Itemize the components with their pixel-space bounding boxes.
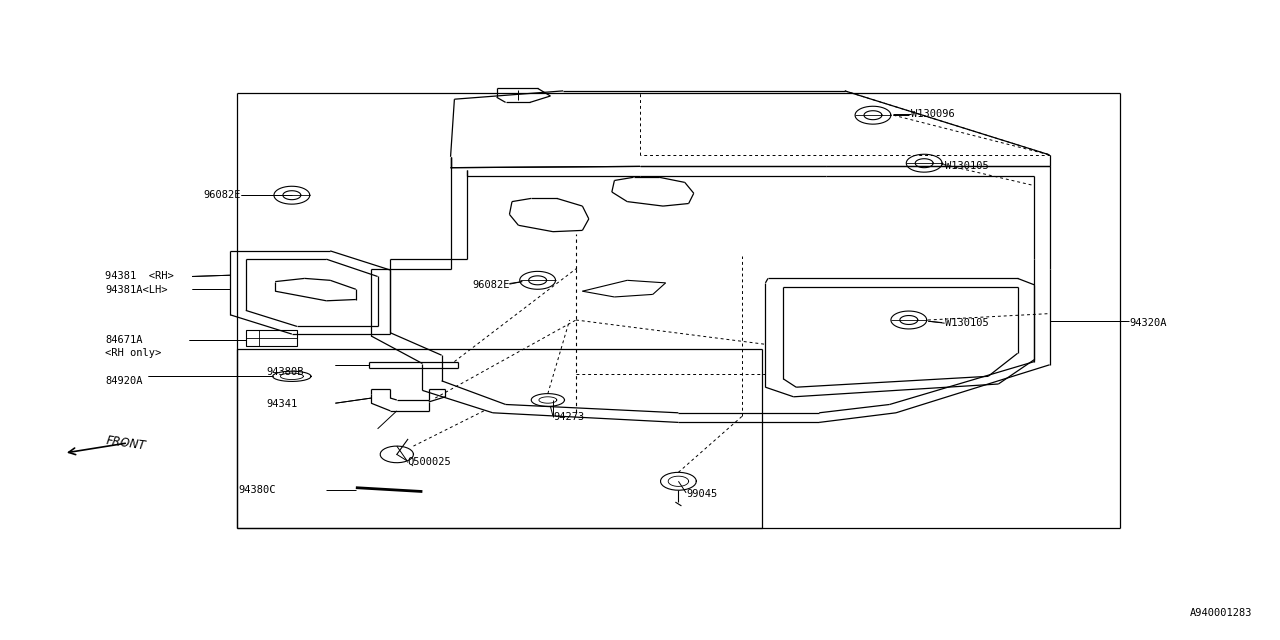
Text: 94381A<LH>: 94381A<LH>: [105, 285, 168, 295]
Bar: [246, 330, 297, 346]
Text: 94273: 94273: [553, 412, 584, 422]
Text: 94380C: 94380C: [238, 484, 275, 495]
Text: 99045: 99045: [686, 489, 717, 499]
Text: Q500025: Q500025: [407, 457, 451, 467]
Text: 84671A: 84671A: [105, 335, 142, 346]
Text: A940001283: A940001283: [1189, 608, 1252, 618]
Text: 94381  <RH>: 94381 <RH>: [105, 271, 174, 282]
Text: W130105: W130105: [945, 161, 988, 172]
Text: 94380B: 94380B: [266, 367, 303, 378]
Text: W130096: W130096: [911, 109, 955, 119]
Text: <RH only>: <RH only>: [105, 348, 161, 358]
Text: 84920A: 84920A: [105, 376, 142, 386]
Text: 96082E: 96082E: [204, 190, 241, 200]
Text: 94341: 94341: [266, 399, 297, 410]
Text: 96082E: 96082E: [472, 280, 509, 290]
Text: FRONT: FRONT: [105, 434, 146, 452]
Text: W130105: W130105: [945, 318, 988, 328]
Text: 94320A: 94320A: [1129, 318, 1166, 328]
